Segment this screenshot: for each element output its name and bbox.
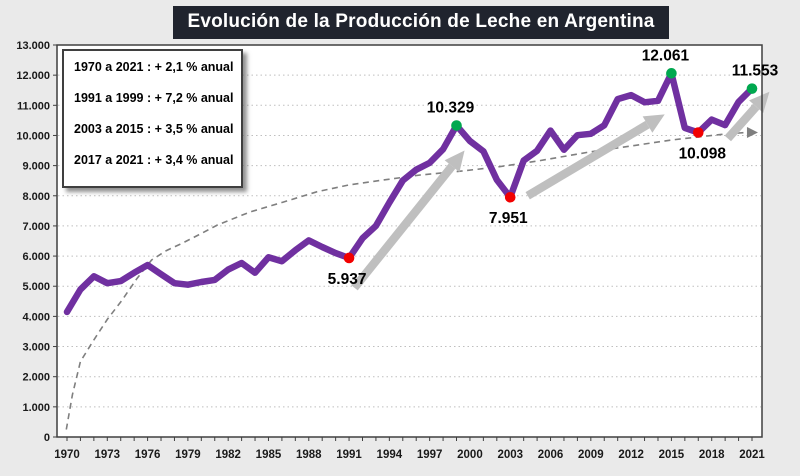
data-point-label: 5.937 <box>328 271 367 288</box>
growth-rates-box: 1970 a 2021 : + 2,1 % anual 1991 a 1999 … <box>62 49 243 188</box>
growth-arrow-shaft <box>724 103 760 142</box>
x-axis-label: 1985 <box>256 449 282 461</box>
x-axis-label: 1997 <box>417 449 443 461</box>
growth-rate-1991-1999: 1991 a 1999 : + 7,2 % anual <box>74 91 234 105</box>
x-axis-label: 1979 <box>175 449 201 461</box>
maximum-marker-dot <box>666 68 677 79</box>
y-axis-label: 0 <box>44 432 50 444</box>
data-point-label: 7.951 <box>489 210 528 227</box>
y-axis-label: 5.000 <box>22 281 50 293</box>
data-point-label: 12.061 <box>642 47 690 64</box>
y-axis-label: 12.000 <box>16 70 50 82</box>
data-point-label: 11.553 <box>732 63 779 80</box>
maximum-marker-dot <box>746 83 758 94</box>
growth-rate-2003-2015: 2003 a 2015 : + 3,5 % anual <box>74 122 234 136</box>
x-axis-label: 1970 <box>54 449 80 461</box>
minimum-marker-dot <box>692 127 704 138</box>
growth-arrow-shaft <box>351 163 456 291</box>
trend-dashed-line <box>65 131 749 430</box>
minimum-marker-dot <box>504 191 516 203</box>
x-axis-label: 2000 <box>457 449 483 461</box>
x-axis-label: 1991 <box>336 449 362 461</box>
x-axis-label: 2003 <box>497 449 523 461</box>
x-axis-label: 1988 <box>296 449 322 461</box>
y-axis-label: 8.000 <box>22 191 50 203</box>
y-axis-label: 7.000 <box>22 221 50 233</box>
y-axis-label: 2.000 <box>22 372 50 384</box>
growth-arrow-head-icon <box>642 114 665 133</box>
maximum-marker-dot <box>451 120 462 131</box>
y-axis-label: 4.000 <box>22 311 50 323</box>
production-series-line <box>63 70 756 316</box>
data-point-label: 10.329 <box>427 100 475 117</box>
minimum-marker-dot <box>343 252 355 264</box>
plot-frame <box>56 44 763 438</box>
x-axis-label: 1994 <box>377 449 403 461</box>
x-axis-label: 2018 <box>699 449 725 461</box>
growth-arrow-shaft <box>525 120 650 200</box>
y-axis-label: 3.000 <box>22 342 50 354</box>
growth-arrow-head-icon <box>444 150 465 173</box>
y-axis-label: 10.000 <box>16 130 50 142</box>
x-axis-label: 2009 <box>578 449 604 461</box>
y-axis-label: 9.000 <box>22 161 50 173</box>
growth-rate-2017-2021: 2017 a 2021 : + 3,4 % anual <box>74 153 234 167</box>
x-axis-label: 2012 <box>618 449 644 461</box>
y-axis-label: 6.000 <box>22 251 50 263</box>
x-axis-label: 1976 <box>135 449 161 461</box>
y-axis-label: 13.000 <box>16 40 50 52</box>
data-point-label: 10.098 <box>679 146 727 163</box>
y-axis-label: 1.000 <box>22 402 50 414</box>
x-axis-label: 1982 <box>215 449 241 461</box>
growth-arrow-head-icon <box>749 91 770 113</box>
trend-arrowhead-icon <box>746 126 758 138</box>
x-axis-label: 2021 <box>739 449 765 461</box>
growth-rate-1970-2021: 1970 a 2021 : + 2,1 % anual <box>74 60 234 74</box>
x-axis-label: 2006 <box>538 449 564 461</box>
x-axis-label: 1973 <box>94 449 120 461</box>
y-axis-label: 11.000 <box>17 100 50 112</box>
x-axis-label: 2015 <box>659 449 685 461</box>
